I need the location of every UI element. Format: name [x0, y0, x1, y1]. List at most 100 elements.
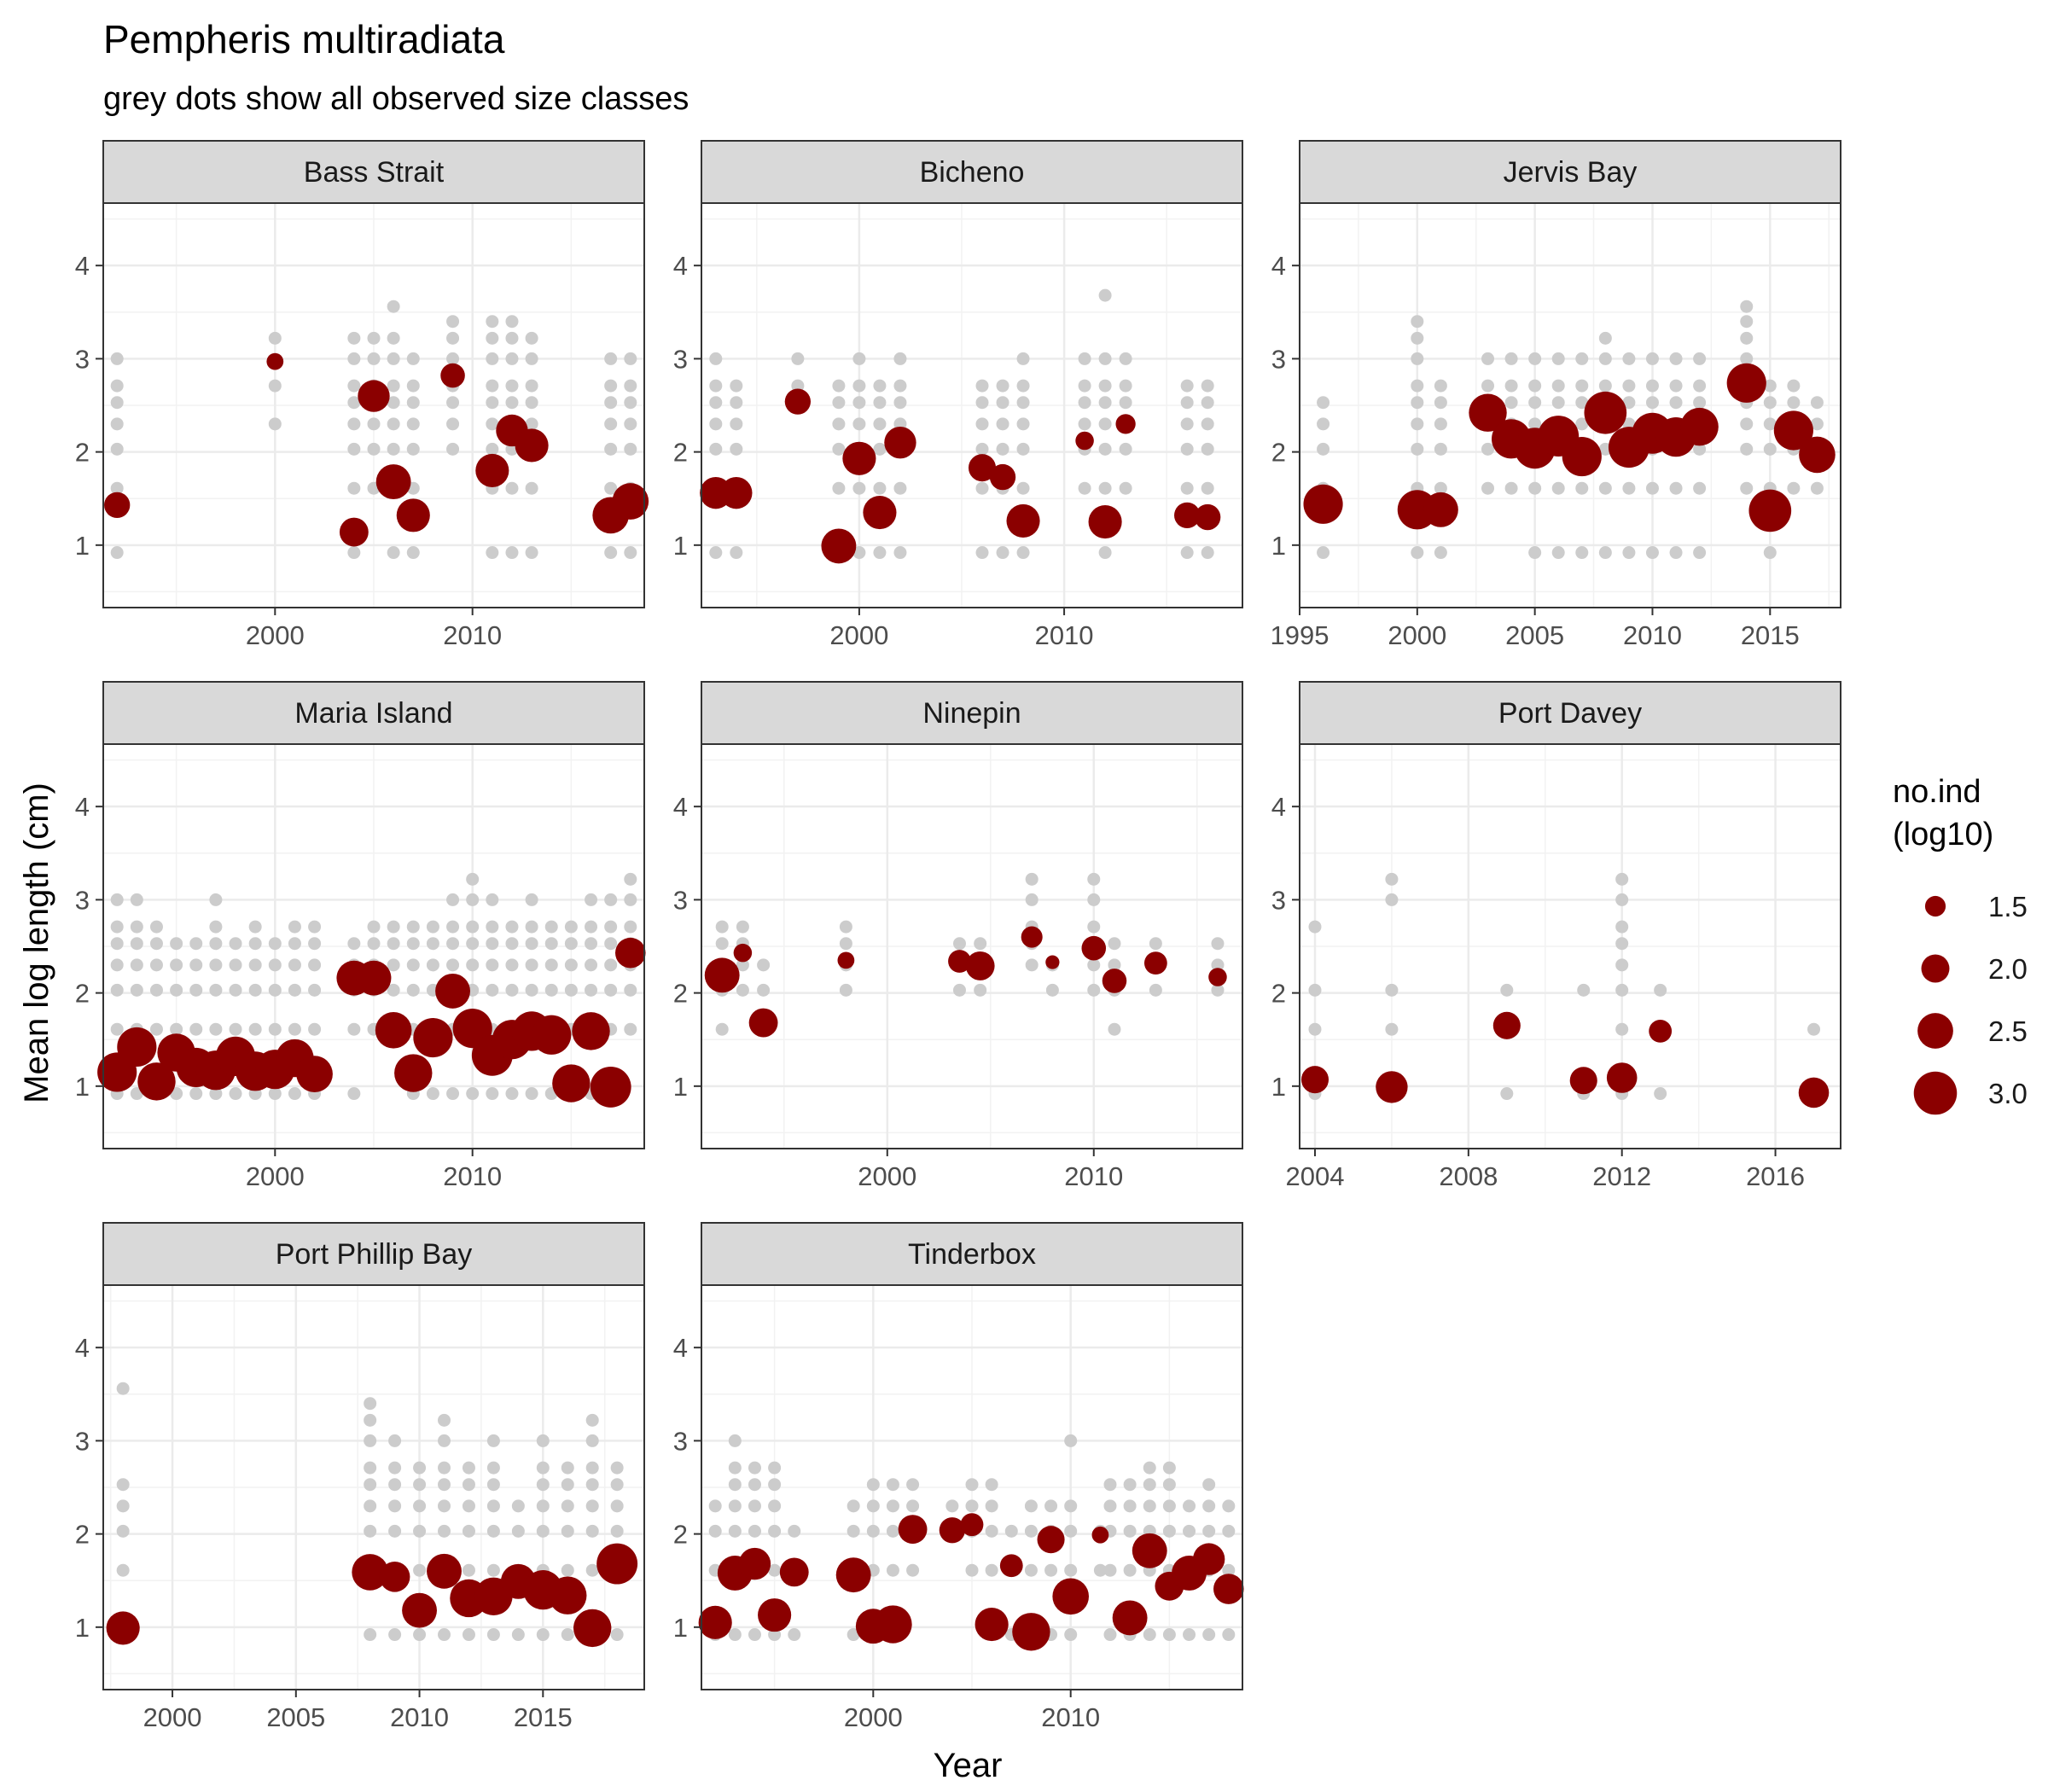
size-class-point — [1528, 417, 1542, 431]
size-class-point — [525, 958, 538, 972]
y-tick-label: 2 — [75, 438, 90, 468]
size-class-point — [1504, 396, 1518, 410]
mean-length-point — [402, 1592, 437, 1628]
y-tick-label: 3 — [673, 1426, 688, 1456]
size-class-point — [893, 546, 907, 560]
panel-port-davey: Port Davey 1 2 3 4 2004 2008 2012 2016 — [1271, 681, 1841, 1191]
size-class-point — [1098, 379, 1112, 393]
size-class-point — [728, 1434, 742, 1447]
size-class-point — [1087, 920, 1101, 934]
size-class-point — [388, 1499, 402, 1513]
size-class-point — [1025, 958, 1039, 972]
size-class-point — [832, 417, 846, 431]
size-class-point — [585, 1563, 599, 1577]
mean-length-point — [379, 1562, 410, 1592]
legend-title-line-1: no.ind — [1893, 774, 1981, 810]
size-class-point — [406, 352, 420, 365]
size-class-point — [1103, 1628, 1117, 1642]
size-class-point — [1087, 872, 1101, 886]
size-class-point — [847, 1499, 860, 1513]
size-class-point — [387, 442, 400, 456]
size-class-point — [852, 352, 866, 365]
size-class-point — [1528, 396, 1542, 410]
facet-strip — [102, 1222, 645, 1286]
mean-length-point — [1192, 1543, 1225, 1575]
size-class-point — [1598, 481, 1612, 495]
size-class-point — [1064, 1434, 1078, 1447]
size-class-point — [1103, 1478, 1117, 1492]
size-class-point — [1575, 379, 1589, 393]
size-class-point — [1763, 396, 1777, 410]
size-class-point — [873, 442, 887, 456]
size-class-point — [975, 379, 989, 393]
x-tick-label: 2010 — [1041, 1702, 1100, 1732]
size-class-point — [189, 937, 203, 951]
x-tick-label: 2016 — [1746, 1161, 1805, 1191]
size-class-point — [1575, 546, 1589, 560]
size-class-point — [413, 1499, 427, 1513]
size-class-point — [1078, 396, 1091, 410]
size-class-point — [406, 958, 420, 972]
size-class-point — [486, 1563, 500, 1577]
size-class-point — [308, 1022, 322, 1036]
size-class-point — [1078, 352, 1091, 365]
mean-length-point — [106, 1611, 140, 1645]
size-class-point — [536, 1461, 550, 1475]
size-class-point — [505, 352, 519, 365]
size-class-point — [364, 1397, 377, 1411]
size-class-point — [1162, 1478, 1176, 1492]
size-class-point — [893, 396, 907, 410]
mean-length-point — [898, 1515, 928, 1545]
facet-strip-label: Bass Strait — [304, 156, 445, 189]
size-class-point — [1615, 1022, 1629, 1036]
mean-length-point — [999, 1554, 1023, 1578]
facet-strip — [701, 1222, 1243, 1286]
size-class-point — [525, 481, 538, 495]
size-class-point — [466, 937, 480, 951]
size-class-point — [1551, 379, 1565, 393]
y-tick-label: 1 — [1271, 531, 1286, 561]
size-class-point — [873, 396, 887, 410]
size-class-point — [974, 937, 987, 951]
size-class-point — [1669, 396, 1683, 410]
size-class-point — [544, 958, 558, 972]
size-class-point — [364, 1434, 377, 1447]
size-class-point — [486, 1087, 499, 1101]
size-class-point — [209, 983, 223, 997]
size-class-point — [906, 1563, 920, 1577]
size-class-point — [446, 958, 460, 972]
size-class-point — [561, 1499, 574, 1513]
mean-length-point — [137, 1062, 176, 1101]
x-tick-label: 2000 — [143, 1702, 202, 1732]
mean-length-point — [989, 463, 1016, 491]
size-class-point — [544, 920, 558, 934]
size-class-point — [525, 920, 538, 934]
size-class-point — [116, 1563, 130, 1577]
size-class-point — [847, 1524, 860, 1538]
size-class-point — [347, 417, 361, 431]
mean-length-point — [1081, 935, 1107, 961]
mean-length-point — [1376, 1071, 1408, 1103]
facet-strip — [701, 140, 1243, 204]
size-class-point — [1162, 1461, 1176, 1475]
y-tick-label: 2 — [673, 979, 688, 1009]
size-class-point — [1763, 417, 1777, 431]
facet-strip-label: Bicheno — [920, 156, 1025, 189]
size-class-point — [1385, 1022, 1399, 1036]
size-class-point — [1411, 331, 1424, 345]
size-class-point — [1201, 417, 1214, 431]
size-class-point — [791, 352, 805, 365]
size-class-point — [1575, 352, 1589, 365]
mean-length-point — [573, 1609, 612, 1648]
size-class-point — [511, 1499, 525, 1513]
size-class-point — [757, 983, 771, 997]
size-class-point — [996, 396, 1009, 410]
legend-key-point — [1924, 895, 1946, 917]
size-class-point — [1024, 1499, 1038, 1513]
y-tick-label: 4 — [673, 792, 688, 822]
size-class-point — [1551, 396, 1565, 410]
y-tick-label: 2 — [1271, 979, 1286, 1009]
y-tick-label: 1 — [673, 531, 688, 561]
size-class-point — [130, 893, 143, 906]
